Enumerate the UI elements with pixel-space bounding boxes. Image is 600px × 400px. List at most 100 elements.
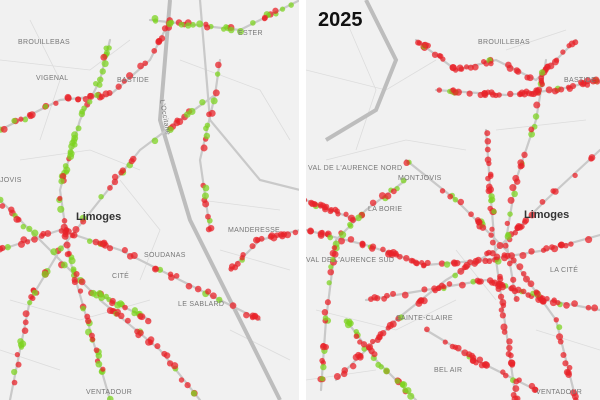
traffic-dot (204, 24, 211, 31)
traffic-dot (20, 223, 27, 230)
traffic-dot (570, 389, 578, 397)
district-label: VAL DE L'AURENCE SUD (306, 257, 394, 264)
traffic-dot (261, 15, 268, 22)
traffic-dot (514, 395, 521, 400)
traffic-dot (507, 196, 515, 204)
map-panel-before: BROUILLEBAS VIGENAL BASTIDE ESTER L'Occi… (0, 0, 299, 400)
traffic-dot (206, 111, 212, 118)
traffic-dot (75, 125, 82, 132)
traffic-dot (506, 338, 513, 345)
traffic-dot (88, 332, 95, 339)
traffic-dot (11, 379, 18, 386)
traffic-dot (15, 361, 22, 368)
traffic-dot (215, 61, 222, 69)
traffic-dot (154, 343, 161, 350)
traffic-dot (78, 110, 86, 118)
traffic-dot (378, 192, 386, 200)
traffic-dot (572, 172, 578, 179)
traffic-dot (495, 285, 502, 293)
traffic-dot (72, 142, 78, 148)
traffic-dot (234, 260, 241, 267)
traffic-dot (368, 296, 374, 302)
traffic-dot (523, 88, 530, 95)
streets (0, 0, 299, 400)
traffic-dot (17, 240, 26, 248)
traffic-dot (359, 241, 366, 247)
traffic-dot (347, 221, 353, 228)
traffic-dot (506, 344, 513, 352)
traffic-dot (369, 199, 377, 207)
traffic-dot (331, 250, 339, 258)
district-label: LA BORIE (368, 206, 402, 213)
traffic-dot (121, 78, 127, 84)
traffic-dot (156, 37, 163, 44)
traffic-dot (380, 246, 386, 253)
traffic-dot (71, 276, 78, 283)
traffic-dot (205, 213, 211, 220)
traffic-dot (462, 263, 470, 271)
traffic-dot (509, 184, 517, 192)
traffic-dot (185, 282, 193, 290)
traffic-dot (516, 263, 524, 271)
traffic-dot (474, 277, 481, 284)
traffic-dot (538, 69, 546, 76)
traffic-dot (508, 352, 514, 359)
traffic-dot (278, 232, 286, 240)
highway (157, 0, 282, 400)
traffic-dot (538, 75, 545, 81)
traffic-dot (555, 299, 561, 306)
traffic-dot (151, 137, 159, 145)
traffic-dot (93, 347, 100, 354)
traffic-dot (458, 281, 466, 289)
divider (299, 0, 306, 400)
traffic-dot (317, 230, 325, 238)
traffic-dot (322, 344, 329, 351)
traffic-dot (535, 296, 542, 304)
traffic-dot (424, 259, 431, 267)
traffic-dot (207, 224, 215, 232)
traffic-dot (550, 188, 556, 194)
traffic-dot (60, 261, 68, 269)
traffic-dot (565, 84, 572, 90)
traffic-dot (346, 320, 353, 327)
district-label: JOVIS (0, 177, 22, 184)
traffic-dot (147, 336, 155, 343)
traffic-dot (202, 184, 210, 192)
traffic-dot (349, 362, 357, 370)
traffic-dot (369, 338, 376, 345)
traffic-dot (488, 193, 495, 200)
traffic-dot (431, 51, 439, 58)
traffic-dot (591, 304, 599, 312)
traffic-dot (31, 235, 38, 243)
traffic-dot (520, 270, 527, 277)
traffic-dot (258, 235, 265, 242)
traffic-dot (332, 206, 339, 213)
traffic-dot (343, 211, 349, 217)
traffic-dot (228, 26, 235, 34)
traffic-dot (68, 257, 76, 265)
traffic-dot (484, 146, 491, 153)
traffic-dot (360, 341, 368, 348)
city-label: Limoges (524, 209, 569, 221)
traffic-dot (369, 243, 377, 250)
traffic-dot (119, 167, 126, 174)
traffic-dot (151, 47, 158, 54)
traffic-dot (510, 276, 517, 283)
traffic-dot (209, 292, 217, 300)
traffic-dot (400, 177, 407, 184)
traffic-dot (87, 99, 93, 105)
district-label: VENTADOUR (536, 389, 582, 396)
traffic-dot (11, 117, 18, 124)
traffic-dot (475, 256, 482, 264)
traffic-dot (500, 323, 508, 331)
traffic-dot (229, 302, 237, 309)
traffic-dot (237, 27, 244, 35)
traffic-dot (64, 94, 72, 102)
traffic-dot (551, 58, 559, 66)
traffic-dot (521, 151, 528, 159)
traffic-dot (469, 352, 475, 359)
traffic-dot (512, 385, 520, 393)
traffic-dot (339, 231, 347, 239)
traffic-dot (114, 311, 120, 317)
traffic-dot (212, 89, 220, 97)
